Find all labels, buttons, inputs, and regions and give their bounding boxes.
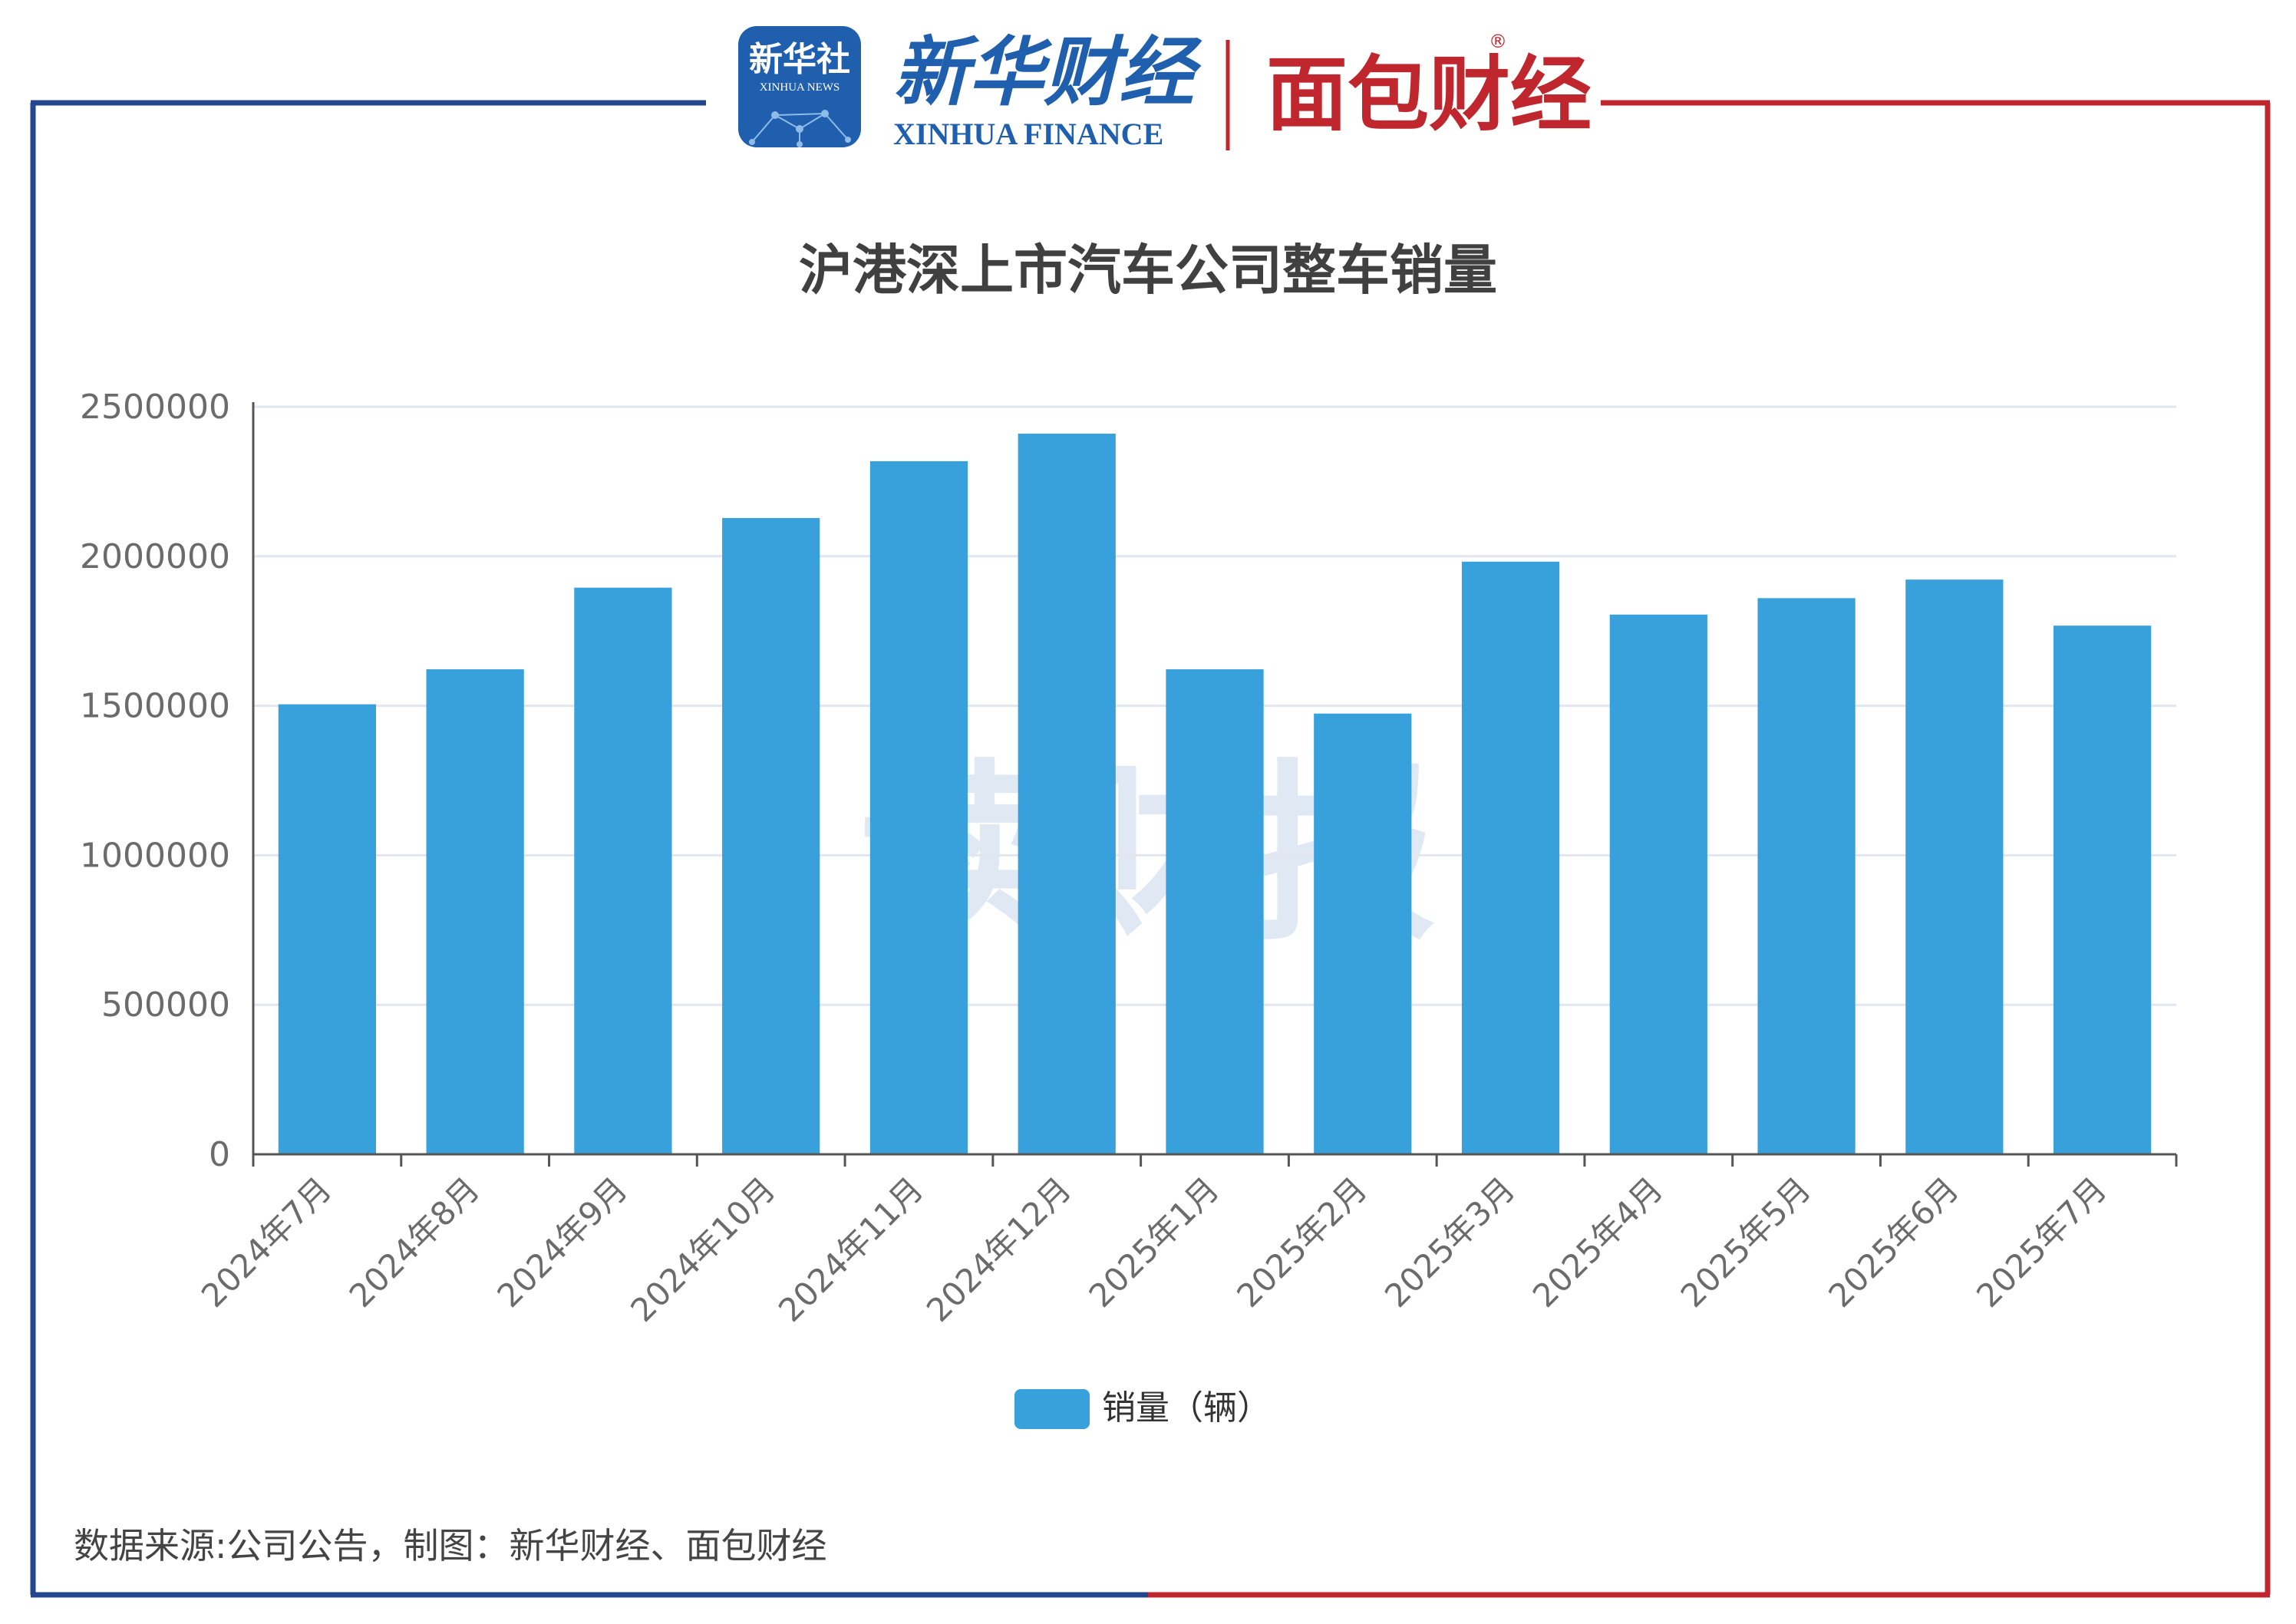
mianbao-logo: 面包财经 — [1266, 48, 1592, 142]
x-tick-labels: 2024年7月 2024年8月 2024年9月2024年10月2024年11月202… — [194, 1170, 2114, 1329]
x-tick-label: 2025年4月 — [1526, 1170, 1671, 1315]
x-tick-label: 2025年3月 — [1377, 1170, 1522, 1315]
y-tick-labels: 0 500000 1000000 1500000 2000000 2500000 — [80, 388, 230, 1174]
x-tick-label: 2024年7月 — [194, 1170, 339, 1315]
x-tick-label: 2024年8月 — [342, 1170, 487, 1315]
xinhua-badge-en: XINHUA NEWS — [760, 81, 840, 94]
xinhua-finance-cn: 新华财经 — [893, 28, 1202, 117]
x-tick-label: 2025年6月 — [1821, 1170, 1966, 1315]
bars — [278, 434, 2152, 1154]
source-note: 数据来源:公司公告，制图：新华财经、面包财经 — [74, 1525, 827, 1566]
bar — [1314, 713, 1412, 1154]
x-tick-label: 2025年2月 — [1229, 1170, 1374, 1315]
x-tick-label: 2025年7月 — [1969, 1170, 2114, 1315]
bar — [574, 587, 672, 1154]
legend-swatch — [1014, 1389, 1090, 1429]
xinhua-badge-cn: 新华社 — [749, 40, 850, 79]
bar — [1905, 579, 2004, 1154]
bar — [1461, 561, 1560, 1154]
bar — [1166, 669, 1264, 1154]
xinhua-news-logo: 新华社 XINHUA NEWS — [738, 26, 861, 147]
y-tick-label: 1000000 — [80, 836, 230, 875]
x-tick-label: 2025年5月 — [1674, 1170, 1819, 1315]
registered-mark: ® — [1489, 31, 1507, 52]
bar — [1757, 598, 1856, 1154]
x-axis — [252, 402, 2178, 1167]
bar — [426, 669, 524, 1154]
y-tick-label: 2000000 — [80, 537, 230, 576]
bar — [1609, 614, 1707, 1154]
legend: 销量（辆） — [1014, 1388, 1271, 1429]
chart-title: 沪港深上市汽车公司整车销量 — [799, 239, 1497, 302]
xinhua-finance-en: XINHUA FINANCE — [893, 117, 1163, 151]
y-tick-label: 0 — [209, 1135, 230, 1174]
y-tick-label: 2500000 — [80, 388, 230, 427]
y-tick-label: 1500000 — [80, 687, 230, 726]
bar — [278, 704, 376, 1154]
bar — [2054, 626, 2152, 1154]
x-tick-label: 2024年9月 — [490, 1170, 635, 1315]
legend-label: 销量（辆） — [1102, 1388, 1271, 1428]
bar — [869, 460, 968, 1154]
bar — [722, 517, 820, 1154]
y-tick-label: 500000 — [101, 985, 230, 1025]
network-icon — [749, 110, 851, 147]
bar — [1018, 434, 1116, 1154]
x-tick-label: 2024年11月 — [771, 1170, 930, 1329]
x-tick-label: 2025年1月 — [1082, 1170, 1227, 1315]
x-tick-label: 2024年10月 — [623, 1170, 782, 1329]
x-tick-label: 2024年12月 — [919, 1170, 1078, 1329]
